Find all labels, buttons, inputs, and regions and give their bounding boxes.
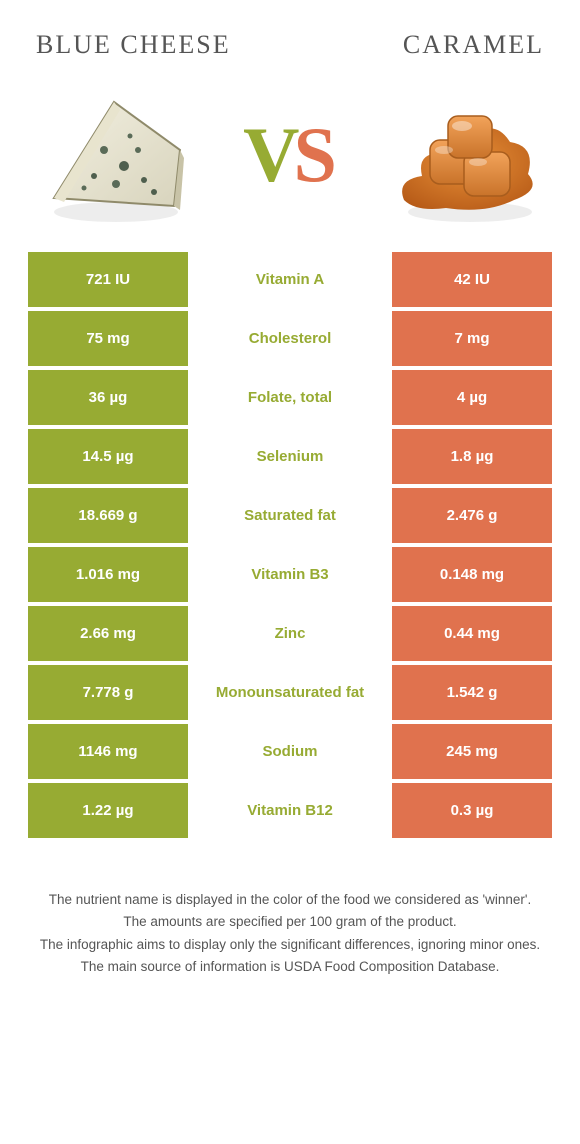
caramel-image <box>386 80 546 230</box>
left-value: 1.22 µg <box>28 783 188 838</box>
table-row: 1.016 mgVitamin B30.148 mg <box>28 547 552 602</box>
footnote-line: The nutrient name is displayed in the co… <box>34 890 546 910</box>
left-value: 14.5 µg <box>28 429 188 484</box>
header: Blue cheese Caramel <box>28 30 552 72</box>
table-row: 7.778 gMonounsaturated fat1.542 g <box>28 665 552 720</box>
table-row: 18.669 gSaturated fat2.476 g <box>28 488 552 543</box>
left-value: 721 IU <box>28 252 188 307</box>
right-value: 2.476 g <box>392 488 552 543</box>
vs-label: VS <box>243 116 337 194</box>
right-value: 1.542 g <box>392 665 552 720</box>
table-row: 1.22 µgVitamin B120.3 µg <box>28 783 552 838</box>
right-value: 42 IU <box>392 252 552 307</box>
left-value: 1.016 mg <box>28 547 188 602</box>
table-row: 75 mgCholesterol7 mg <box>28 311 552 366</box>
nutrient-table: 721 IUVitamin A42 IU75 mgCholesterol7 mg… <box>28 252 552 838</box>
right-value: 0.3 µg <box>392 783 552 838</box>
table-row: 1146 mgSodium245 mg <box>28 724 552 779</box>
nutrient-label: Saturated fat <box>188 488 392 543</box>
nutrient-label: Folate, total <box>188 370 392 425</box>
footnotes: The nutrient name is displayed in the co… <box>28 842 552 977</box>
nutrient-label: Monounsaturated fat <box>188 665 392 720</box>
table-row: 721 IUVitamin A42 IU <box>28 252 552 307</box>
blue-cheese-image <box>34 80 194 230</box>
nutrient-label: Vitamin B12 <box>188 783 392 838</box>
table-row: 14.5 µgSelenium1.8 µg <box>28 429 552 484</box>
left-value: 36 µg <box>28 370 188 425</box>
nutrient-label: Cholesterol <box>188 311 392 366</box>
left-value: 2.66 mg <box>28 606 188 661</box>
right-value: 1.8 µg <box>392 429 552 484</box>
footnote-line: The infographic aims to display only the… <box>34 935 546 955</box>
left-value: 1146 mg <box>28 724 188 779</box>
vs-s: S <box>293 116 336 194</box>
right-value: 0.148 mg <box>392 547 552 602</box>
right-value: 7 mg <box>392 311 552 366</box>
left-food-title: Blue cheese <box>36 30 231 60</box>
images-row: VS <box>28 72 552 252</box>
nutrient-label: Sodium <box>188 724 392 779</box>
left-value: 75 mg <box>28 311 188 366</box>
footnote-line: The amounts are specified per 100 gram o… <box>34 912 546 932</box>
right-value: 0.44 mg <box>392 606 552 661</box>
nutrient-label: Zinc <box>188 606 392 661</box>
left-value: 18.669 g <box>28 488 188 543</box>
footnote-line: The main source of information is USDA F… <box>34 957 546 977</box>
right-value: 245 mg <box>392 724 552 779</box>
nutrient-label: Selenium <box>188 429 392 484</box>
nutrient-label: Vitamin B3 <box>188 547 392 602</box>
right-food-title: Caramel <box>403 30 544 60</box>
right-value: 4 µg <box>392 370 552 425</box>
table-row: 2.66 mgZinc0.44 mg <box>28 606 552 661</box>
table-row: 36 µgFolate, total4 µg <box>28 370 552 425</box>
left-value: 7.778 g <box>28 665 188 720</box>
nutrient-label: Vitamin A <box>188 252 392 307</box>
vs-v: V <box>243 116 299 194</box>
